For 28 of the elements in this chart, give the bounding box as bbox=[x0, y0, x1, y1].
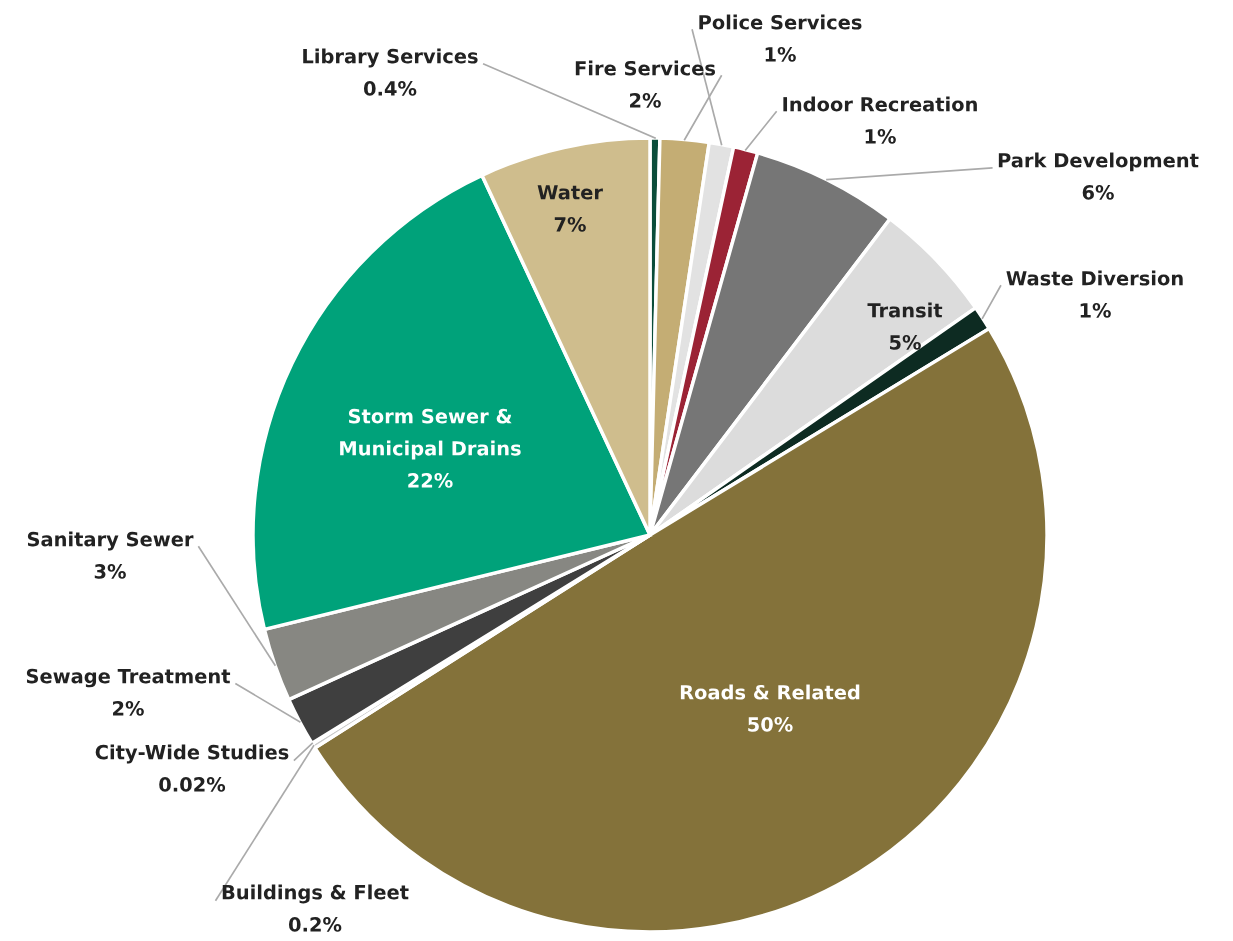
slice-label: Sanitary Sewer bbox=[27, 531, 194, 551]
data-label: 6% bbox=[1082, 184, 1114, 200]
slice-label: Park Development bbox=[998, 152, 1199, 172]
slice-label: City-Wide Studies bbox=[95, 744, 289, 764]
data-label: 7% bbox=[554, 216, 586, 232]
data-label: 3% bbox=[94, 564, 126, 579]
slice-label: Waste Diversion bbox=[1006, 270, 1183, 286]
data-label: 1% bbox=[765, 46, 796, 62]
data-label: 2% bbox=[113, 700, 144, 716]
data-label: 22% bbox=[408, 473, 453, 488]
data-label: 1% bbox=[865, 128, 896, 144]
slice-label: Buildings & Fleet bbox=[222, 884, 409, 904]
data-label: 0.2% bbox=[288, 917, 342, 932]
data-label: 1% bbox=[1080, 302, 1111, 318]
slice-label: Storm Sewer & Municipal Drains bbox=[340, 408, 521, 460]
slice-label: Sewage Treatment bbox=[26, 668, 231, 688]
slice-label: Fire Services bbox=[575, 60, 716, 76]
data-label: 5% bbox=[889, 334, 921, 350]
data-label: 0.02% bbox=[159, 777, 226, 792]
slice-label: Police Services bbox=[699, 14, 862, 30]
slice-label: Water bbox=[537, 185, 603, 200]
data-label: 0.4% bbox=[363, 81, 417, 96]
slice-label: Roads & Related bbox=[680, 684, 860, 700]
slice-label: Transit bbox=[867, 302, 943, 318]
slice-label: Indoor Recreation bbox=[783, 96, 977, 112]
data-label: 50% bbox=[748, 716, 793, 732]
slice-label: Library Services bbox=[303, 48, 478, 68]
data-label: 2% bbox=[630, 92, 661, 108]
